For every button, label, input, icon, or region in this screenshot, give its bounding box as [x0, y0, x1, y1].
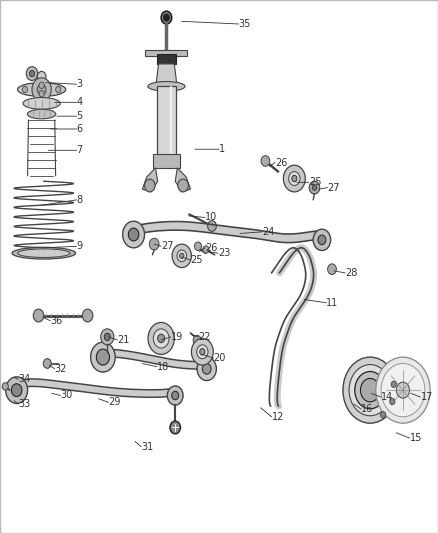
- Text: 24: 24: [262, 227, 274, 237]
- Circle shape: [355, 372, 385, 409]
- Text: 28: 28: [345, 268, 357, 278]
- Text: 26: 26: [205, 243, 217, 253]
- Circle shape: [149, 238, 159, 250]
- Circle shape: [178, 179, 188, 192]
- Polygon shape: [156, 64, 177, 85]
- Circle shape: [11, 384, 22, 397]
- Circle shape: [360, 378, 380, 402]
- Circle shape: [261, 156, 270, 166]
- Text: 8: 8: [77, 195, 83, 205]
- Circle shape: [172, 391, 179, 400]
- Text: 26: 26: [275, 158, 287, 167]
- Circle shape: [153, 329, 169, 348]
- Polygon shape: [142, 168, 158, 192]
- Circle shape: [283, 165, 305, 192]
- Text: 3: 3: [77, 79, 83, 89]
- Text: 5: 5: [77, 111, 83, 121]
- Circle shape: [197, 345, 208, 359]
- Circle shape: [170, 421, 180, 434]
- Circle shape: [194, 242, 201, 251]
- Circle shape: [22, 86, 28, 93]
- Circle shape: [202, 364, 211, 374]
- Text: 9: 9: [77, 241, 83, 251]
- Circle shape: [390, 398, 395, 405]
- Text: 20: 20: [214, 353, 226, 363]
- Text: 22: 22: [198, 332, 211, 342]
- Text: 34: 34: [18, 375, 31, 384]
- Text: 18: 18: [157, 362, 169, 372]
- Text: 17: 17: [420, 392, 433, 402]
- Text: 21: 21: [117, 335, 130, 345]
- Text: 7: 7: [77, 146, 83, 155]
- Text: 1: 1: [219, 144, 225, 154]
- Circle shape: [391, 381, 396, 387]
- Text: 31: 31: [141, 442, 153, 451]
- Circle shape: [39, 82, 44, 88]
- Text: 16: 16: [361, 405, 374, 414]
- Circle shape: [39, 91, 44, 97]
- Circle shape: [6, 377, 28, 403]
- Circle shape: [208, 221, 216, 231]
- Circle shape: [145, 179, 155, 192]
- Text: 25: 25: [309, 177, 321, 187]
- Circle shape: [309, 181, 320, 194]
- Text: 32: 32: [55, 364, 67, 374]
- Circle shape: [123, 221, 145, 248]
- Circle shape: [33, 309, 44, 322]
- Text: 33: 33: [18, 399, 31, 409]
- Circle shape: [180, 253, 184, 259]
- Bar: [157, 54, 176, 64]
- Ellipse shape: [18, 249, 70, 257]
- Circle shape: [32, 78, 51, 101]
- Bar: [145, 50, 187, 56]
- Text: 23: 23: [218, 248, 230, 258]
- Bar: [157, 86, 176, 155]
- Circle shape: [163, 14, 170, 21]
- Circle shape: [128, 228, 139, 241]
- Circle shape: [148, 322, 174, 354]
- Circle shape: [312, 185, 317, 190]
- Circle shape: [91, 342, 115, 372]
- Circle shape: [200, 349, 205, 355]
- Circle shape: [167, 386, 183, 405]
- Bar: [153, 154, 180, 168]
- Text: 25: 25: [191, 255, 203, 265]
- Text: 10: 10: [205, 213, 217, 222]
- Circle shape: [43, 359, 51, 368]
- Text: 4: 4: [77, 98, 83, 107]
- Circle shape: [177, 250, 187, 262]
- Ellipse shape: [148, 82, 185, 91]
- Polygon shape: [175, 168, 191, 192]
- Circle shape: [37, 71, 46, 82]
- Ellipse shape: [18, 83, 66, 96]
- Circle shape: [29, 70, 35, 77]
- Circle shape: [37, 84, 46, 95]
- Circle shape: [349, 365, 391, 416]
- Circle shape: [197, 357, 216, 381]
- Ellipse shape: [23, 98, 60, 109]
- Circle shape: [328, 264, 336, 274]
- Circle shape: [292, 175, 297, 182]
- Text: 29: 29: [109, 398, 121, 407]
- Circle shape: [381, 411, 386, 418]
- Circle shape: [172, 244, 191, 268]
- Circle shape: [26, 67, 38, 80]
- Circle shape: [289, 172, 300, 185]
- Circle shape: [161, 11, 172, 24]
- Text: 15: 15: [410, 433, 422, 443]
- Text: 27: 27: [161, 241, 174, 251]
- Circle shape: [56, 86, 61, 93]
- Circle shape: [343, 357, 397, 423]
- Text: 27: 27: [328, 183, 340, 192]
- Circle shape: [193, 335, 201, 345]
- Circle shape: [203, 246, 209, 253]
- Ellipse shape: [27, 109, 56, 119]
- Circle shape: [396, 382, 410, 398]
- Text: 35: 35: [239, 19, 251, 29]
- Ellipse shape: [12, 247, 76, 259]
- Circle shape: [376, 357, 430, 423]
- Circle shape: [158, 334, 165, 343]
- Circle shape: [104, 333, 110, 341]
- Circle shape: [318, 235, 326, 245]
